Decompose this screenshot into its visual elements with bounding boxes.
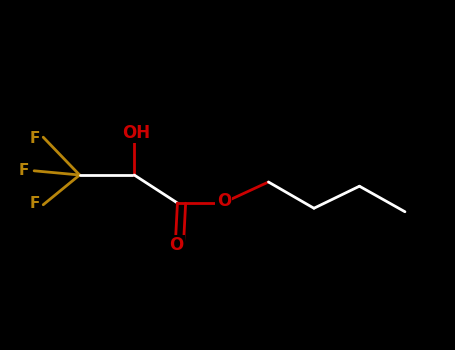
Text: O: O [217, 192, 231, 210]
Text: F: F [30, 132, 40, 146]
Text: F: F [19, 163, 29, 178]
Text: O: O [169, 236, 183, 254]
Text: OH: OH [122, 124, 151, 142]
Text: F: F [30, 196, 40, 210]
